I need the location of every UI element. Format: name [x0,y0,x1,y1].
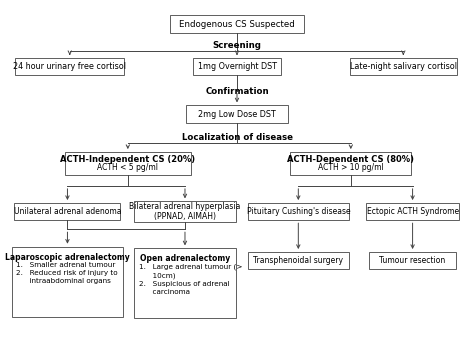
Text: Laparoscopic adrenalectomy: Laparoscopic adrenalectomy [5,253,130,262]
Text: Open adrenalectomy: Open adrenalectomy [140,254,230,263]
Text: Pituitary Cushing's disease: Pituitary Cushing's disease [246,207,350,216]
FancyBboxPatch shape [350,58,457,75]
FancyBboxPatch shape [186,105,288,123]
Text: 2mg Low Dose DST: 2mg Low Dose DST [198,109,276,119]
FancyBboxPatch shape [369,252,456,269]
Text: 24 hour urinary free cortisol: 24 hour urinary free cortisol [13,62,126,71]
Text: ACTH > 10 pg/ml: ACTH > 10 pg/ml [318,163,383,172]
FancyBboxPatch shape [291,152,411,175]
FancyBboxPatch shape [65,152,191,175]
FancyBboxPatch shape [12,246,123,317]
FancyBboxPatch shape [170,15,304,33]
Text: ACTH < 5 pg/ml: ACTH < 5 pg/ml [97,163,158,172]
Text: 1.   Smaller adrenal tumour
2.   Reduced risk of injury to
      intraabdominal : 1. Smaller adrenal tumour 2. Reduced ris… [17,262,118,284]
Text: Endogenous CS Suspected: Endogenous CS Suspected [179,20,295,29]
FancyBboxPatch shape [366,203,459,220]
Text: Ectopic ACTH Syndrome: Ectopic ACTH Syndrome [366,207,459,216]
Text: Late-night salivary cortisol: Late-night salivary cortisol [350,62,457,71]
FancyBboxPatch shape [15,203,120,220]
FancyBboxPatch shape [248,252,349,269]
Text: Unilateral adrenal adenoma: Unilateral adrenal adenoma [14,207,121,216]
Text: Tumour resection: Tumour resection [380,256,446,265]
FancyBboxPatch shape [134,248,236,318]
Text: Localization of disease: Localization of disease [182,133,292,142]
Text: 1.   Large adrenal tumour (>
      10cm)
2.   Suspicious of adrenal
      carcin: 1. Large adrenal tumour (> 10cm) 2. Susp… [138,264,242,295]
Text: 1mg Overnight DST: 1mg Overnight DST [198,62,276,71]
FancyBboxPatch shape [193,58,281,75]
FancyBboxPatch shape [15,58,124,75]
FancyBboxPatch shape [134,201,236,222]
Text: Bilateral adrenal hyperplasia
(PPNAD, AIMAH): Bilateral adrenal hyperplasia (PPNAD, AI… [129,202,241,221]
Text: Screening: Screening [212,41,262,50]
FancyBboxPatch shape [248,203,349,220]
Text: ACTH-Dependent CS (80%): ACTH-Dependent CS (80%) [287,155,414,164]
Text: Transphenoidal surgery: Transphenoidal surgery [253,256,343,265]
Text: ACTH-Independent CS (20%): ACTH-Independent CS (20%) [60,155,195,164]
Text: Confirmation: Confirmation [205,87,269,96]
